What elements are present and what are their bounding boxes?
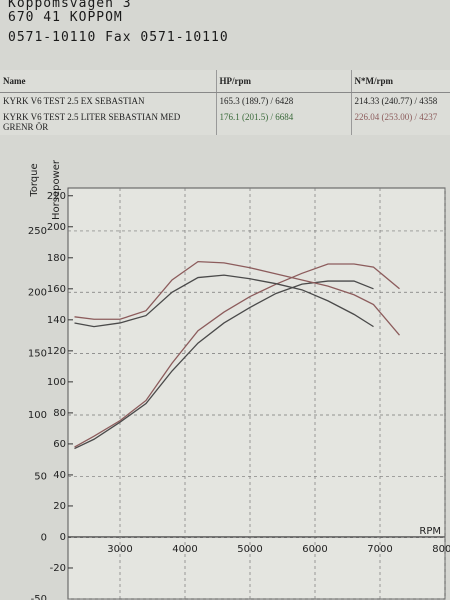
- y-tick-label: 100: [47, 377, 66, 388]
- column-header: HP/rpm: [215, 70, 351, 93]
- y2-tick-label: 150: [28, 349, 47, 360]
- y-tick-label: 0: [60, 532, 66, 543]
- x-tick-label: 3000: [107, 544, 132, 555]
- cell: 176.1 (201.5) / 6684: [215, 109, 351, 135]
- y-tick-label: -20: [50, 563, 66, 574]
- y-tick-label: 120: [47, 346, 66, 357]
- y-tick-label: 140: [47, 315, 66, 326]
- x-axis-label: RPM: [419, 526, 441, 537]
- cell: 214.33 (240.77) / 4358: [350, 92, 450, 109]
- y-tick-label: 220: [47, 191, 66, 202]
- y-tick-label: 160: [47, 284, 66, 295]
- series-line: [74, 263, 400, 448]
- series-line: [74, 280, 374, 450]
- results-table: Name HP/rpm N*M/rpm KYRK V6 TEST 2.5 EX …: [0, 70, 450, 135]
- y2-axis-label: Torque: [29, 163, 40, 197]
- x-tick-label: 7000: [367, 544, 392, 555]
- y-tick-label: 40: [53, 470, 66, 481]
- y2-tick-label: 0: [41, 533, 47, 544]
- y-tick-label: 60: [53, 439, 66, 450]
- y-tick-label: 200: [47, 222, 66, 233]
- y2-tick-label: -50: [31, 594, 47, 600]
- column-header: Name: [0, 70, 216, 93]
- header-line: Koppomsvägen 3: [8, 0, 132, 11]
- column-header: N*M/rpm: [350, 70, 450, 93]
- series-line: [74, 260, 400, 336]
- y2-tick-label: 250: [28, 226, 47, 237]
- y-tick-label: 20: [53, 501, 66, 512]
- y2-tick-label: 50: [34, 471, 47, 482]
- y2-tick-label: 100: [28, 410, 47, 421]
- cell: KYRK V6 TEST 2.5 LITER SEBASTIAN MED GRE…: [3, 112, 181, 132]
- cell: 226.04 (253.00) / 4237: [350, 109, 450, 135]
- cell: KYRK V6 TEST 2.5 EX SEBASTIAN: [3, 96, 145, 106]
- header-line: 0571-10110 Fax 0571-10110: [8, 30, 229, 45]
- plot-area: [67, 187, 446, 600]
- x-tick-label: 4000: [172, 544, 197, 555]
- series-line: [74, 274, 374, 328]
- cell: 165.3 (189.7) / 6428: [215, 92, 351, 109]
- y2-tick-label: 200: [28, 287, 47, 298]
- y-tick-label: 80: [53, 408, 66, 419]
- y-tick-label: 180: [47, 253, 66, 264]
- header-line: 670 41 KOPPOM: [8, 10, 123, 25]
- x-tick-label: 5000: [237, 544, 262, 555]
- x-tick-label: 8000: [432, 544, 450, 555]
- y-axis-label: Horsepower: [51, 159, 62, 220]
- x-tick-label: 6000: [302, 544, 327, 555]
